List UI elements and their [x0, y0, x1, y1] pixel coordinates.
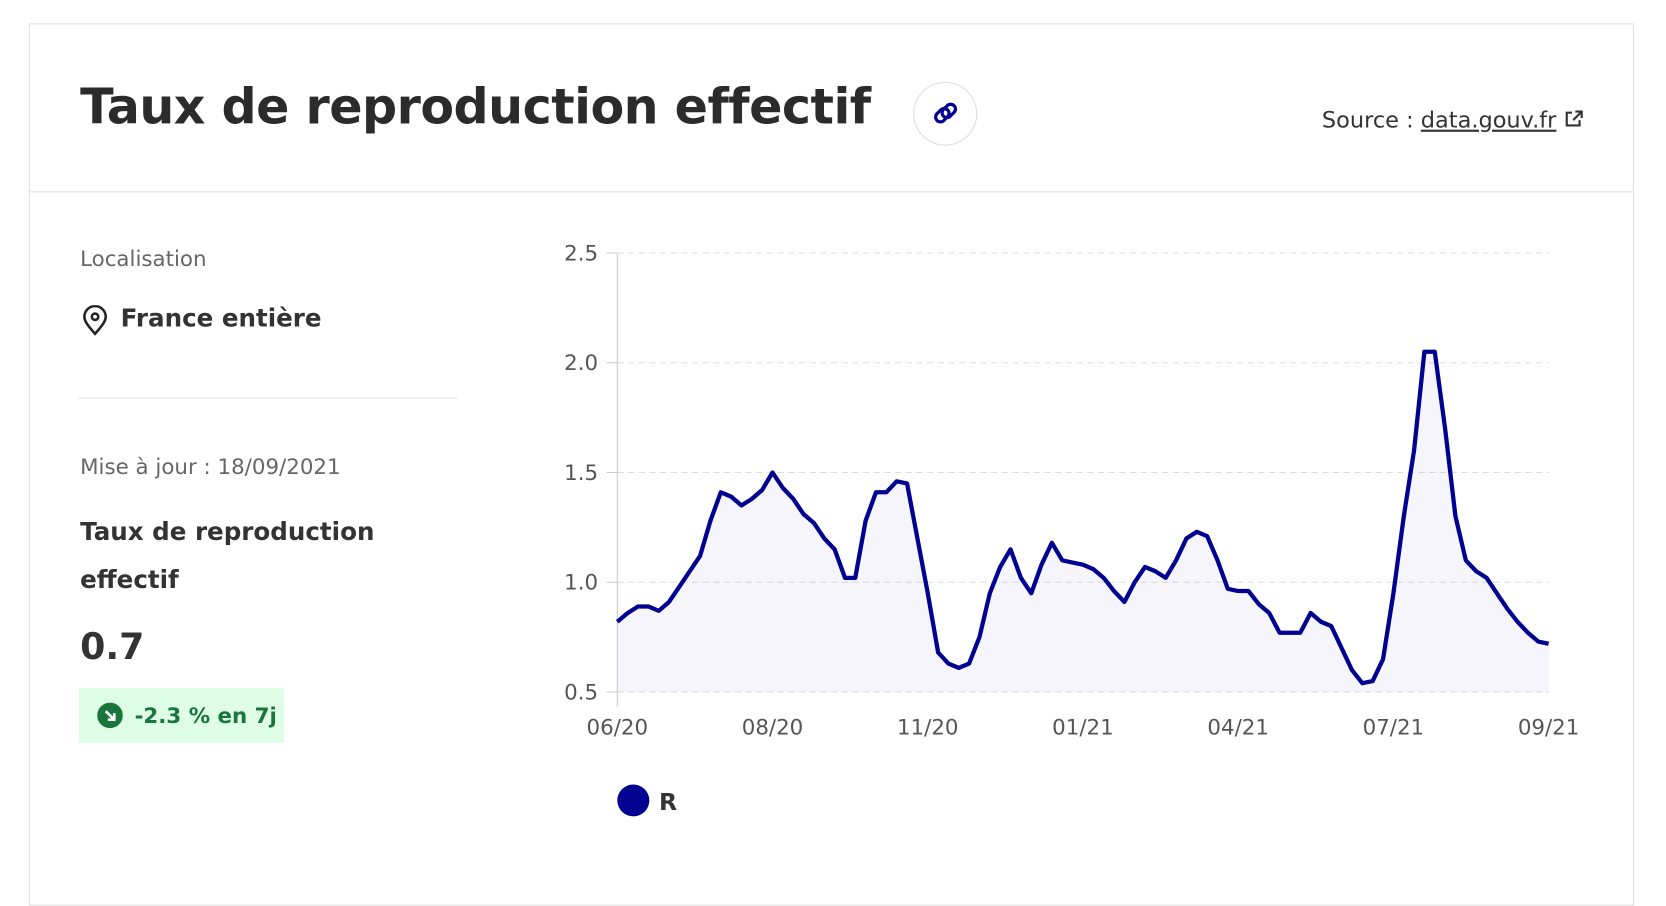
- line: [615, 349, 1550, 686]
- value: 0.7: [80, 626, 145, 669]
- x-tick-label: 04/21: [1207, 716, 1269, 741]
- y-tick-label: 2.5: [564, 241, 598, 266]
- x-tick-label: 11/20: [897, 716, 959, 741]
- external-icon: [1565, 110, 1583, 127]
- location-label: Localisation: [80, 245, 207, 272]
- divider: [79, 397, 458, 399]
- y-tick-label: 1.5: [564, 461, 598, 486]
- x-tick-label: 08/20: [742, 716, 804, 741]
- header: Taux de reproduction effectif Source : d…: [29, 24, 1633, 193]
- location: France entière: [120, 305, 322, 333]
- indicator: Taux de reproduction effectif: [80, 518, 375, 595]
- y-tick-label: 2.0: [564, 351, 598, 376]
- change-badge: -2.3 % en 7j: [79, 687, 285, 744]
- pin-icon: [83, 305, 108, 336]
- link-button[interactable]: [913, 81, 978, 146]
- legend-marker: [617, 784, 650, 817]
- source-label: Source :: [1321, 107, 1414, 133]
- updated: Mise à jour : 18/09/2021: [80, 453, 341, 480]
- y-tick-label: 1.0: [564, 571, 598, 596]
- y-tick-label: 0.5: [564, 680, 598, 705]
- card: Taux de reproduction effectif Source : d…: [28, 23, 1635, 906]
- trend-icon: [97, 702, 123, 729]
- x-tick-label: 01/21: [1052, 716, 1114, 741]
- link-icon: [934, 102, 958, 124]
- source-link[interactable]: data.gouv.fr: [1420, 107, 1557, 133]
- x-tick-label: 09/21: [1518, 716, 1580, 741]
- x-tick-label: 06/20: [587, 716, 649, 741]
- change: -2.3 % en 7j: [134, 702, 277, 729]
- x-tick-label: 07/21: [1363, 716, 1425, 741]
- title: Taux de reproduction effectif: [80, 77, 871, 136]
- legend-label: R: [659, 788, 677, 816]
- area: [617, 351, 1549, 693]
- source: Source : data.gouv.fr: [1322, 107, 1585, 133]
